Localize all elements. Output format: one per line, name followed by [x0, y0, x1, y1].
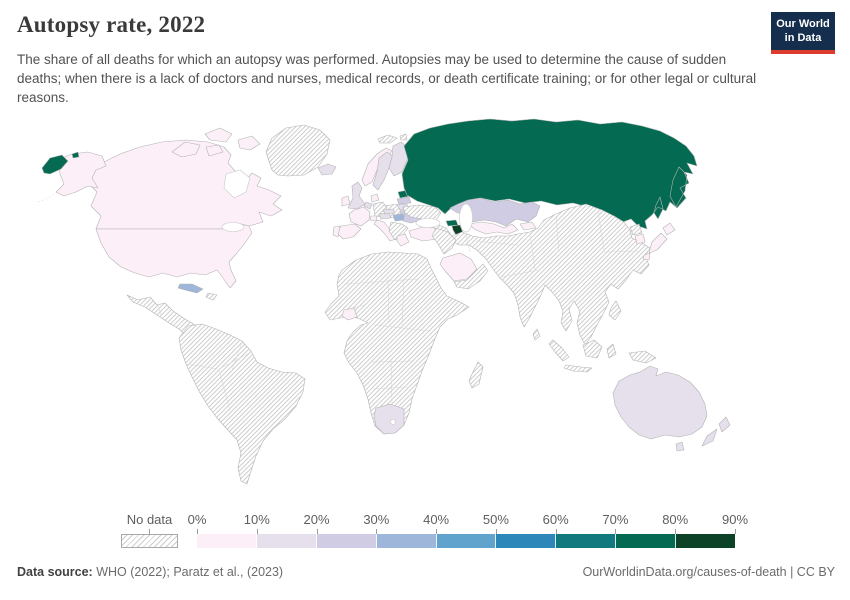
- country-hispaniola[interactable]: [205, 292, 218, 301]
- owid-logo[interactable]: Our World in Data: [771, 12, 835, 54]
- legend-tick: [555, 529, 557, 534]
- legend-color-bar[interactable]: [197, 534, 736, 548]
- border-decoration-asia: [465, 210, 639, 278]
- country-philippines[interactable]: [608, 300, 622, 321]
- country-japan[interactable]: [642, 222, 676, 261]
- country-kyrgyzstan[interactable]: [519, 221, 537, 231]
- legend-bin-80-90%[interactable]: [676, 534, 736, 548]
- owid-logo-accent-bar: [771, 49, 835, 54]
- country-south-korea[interactable]: [634, 233, 646, 245]
- country-uzbekistan[interactable]: [467, 221, 519, 235]
- country-switzerland[interactable]: [369, 215, 378, 222]
- page-title: Autopsy rate, 2022: [17, 12, 206, 37]
- country-australia[interactable]: [612, 365, 708, 452]
- country-greenland[interactable]: [265, 124, 331, 177]
- legend-tick-label: 10%: [243, 512, 270, 527]
- legend-bin-40-50%[interactable]: [436, 534, 497, 548]
- legend-bin-10-20%[interactable]: [256, 534, 317, 548]
- country-sweden[interactable]: [372, 151, 394, 191]
- data-source-label: Data source:: [17, 565, 93, 579]
- legend-bin-20-30%[interactable]: [316, 534, 377, 548]
- caspian-sea: [459, 203, 473, 233]
- legend-no-data-swatch[interactable]: [121, 534, 178, 548]
- legend-tick-label: 40%: [423, 512, 450, 527]
- region-asia-mainland[interactable]: [432, 203, 651, 346]
- country-france[interactable]: [348, 206, 371, 227]
- legend-tick: [316, 529, 318, 534]
- legend-tick: [256, 529, 258, 534]
- chart-footer: Data source: WHO (2022); Paratz et al., …: [17, 565, 835, 579]
- legend-tick: [735, 529, 736, 534]
- chart-subtitle: The share of all deaths for which an aut…: [17, 52, 757, 106]
- legend-tick: [675, 529, 677, 534]
- country-madagascar[interactable]: [468, 361, 484, 389]
- legend-bin-60-70%[interactable]: [556, 534, 617, 548]
- legend-tick-label: 50%: [482, 512, 509, 527]
- country-svalbard[interactable]: [377, 133, 408, 144]
- country-iceland[interactable]: [317, 163, 337, 176]
- country-lesotho[interactable]: [390, 419, 396, 425]
- country-new-zealand[interactable]: [701, 416, 731, 447]
- country-papua-new-guinea[interactable]: [628, 350, 657, 364]
- border-decoration-mexico: [157, 305, 162, 316]
- country-cuba[interactable]: [177, 283, 204, 294]
- legend-tick: [197, 529, 198, 534]
- legend-tick-label: 70%: [602, 512, 629, 527]
- country-russia-chukotka[interactable]: [41, 151, 80, 175]
- country-ireland[interactable]: [341, 195, 351, 207]
- country-spain[interactable]: [336, 223, 362, 240]
- great-lakes: [221, 222, 245, 232]
- country-saudi-arabia[interactable]: [439, 252, 478, 282]
- legend-tick-label: 80%: [662, 512, 689, 527]
- country-united-states[interactable]: [95, 222, 253, 289]
- legend-tick-label: 90%: [721, 512, 749, 527]
- country-denmark[interactable]: [370, 193, 380, 203]
- country-cote-divoire[interactable]: [341, 307, 358, 321]
- legend-bin-50-60%[interactable]: [496, 534, 557, 548]
- country-latvia[interactable]: [396, 196, 412, 205]
- country-greece[interactable]: [396, 233, 410, 247]
- map-legend: No data 0% 10% 20% 30% 40% 50% 60% 70% 80% 90%: [0, 510, 850, 558]
- aleutian-islands: [37, 193, 55, 203]
- country-sri-lanka[interactable]: [532, 328, 541, 341]
- legend-bin-70-80%[interactable]: [616, 534, 677, 548]
- region-levant-iraq[interactable]: [431, 227, 457, 255]
- country-georgia[interactable]: [445, 219, 459, 227]
- border-decoration-south-america: [185, 341, 252, 412]
- legend-tick: [436, 529, 438, 534]
- legend-bin-30-40%[interactable]: [376, 534, 437, 548]
- country-alaska[interactable]: [55, 151, 107, 197]
- country-russia[interactable]: [401, 118, 698, 230]
- legend-no-data-label: No data: [126, 512, 173, 527]
- footer-link[interactable]: OurWorldinData.org/causes-of-death | CC …: [582, 565, 835, 579]
- world-map: [37, 118, 731, 485]
- country-south-africa[interactable]: [373, 403, 405, 435]
- hudson-bay: [223, 169, 251, 199]
- country-canada[interactable]: [86, 127, 283, 230]
- legend-tick: [615, 529, 617, 534]
- legend-tick: [376, 529, 378, 534]
- legend-tick-label: 60%: [542, 512, 569, 527]
- legend-bin-0-10%[interactable]: [197, 534, 257, 548]
- border-decoration-africa: [345, 278, 432, 404]
- country-north-korea[interactable]: [629, 223, 643, 236]
- country-netherlands[interactable]: [363, 201, 373, 210]
- region-south-america[interactable]: [178, 323, 306, 485]
- owid-logo-text: Our World in Data: [771, 12, 835, 50]
- legend-no-data-tick: [149, 529, 150, 534]
- data-source: Data source: WHO (2022); Paratz et al., …: [17, 565, 283, 579]
- region-yemen-oman[interactable]: [453, 263, 489, 290]
- country-italy[interactable]: [373, 219, 397, 242]
- country-finland[interactable]: [388, 141, 410, 177]
- legend-tick-label: 0%: [187, 512, 207, 527]
- legend-tick: [495, 529, 497, 534]
- country-indonesia[interactable]: [548, 339, 617, 373]
- country-portugal[interactable]: [332, 225, 341, 238]
- country-united-kingdom[interactable]: [347, 181, 366, 210]
- legend-tick-label: 20%: [303, 512, 330, 527]
- country-czechia[interactable]: [382, 208, 396, 215]
- data-source-text: WHO (2022); Paratz et al., (2023): [96, 565, 284, 579]
- legend-tick-label: 30%: [363, 512, 390, 527]
- black-sea: [415, 218, 441, 228]
